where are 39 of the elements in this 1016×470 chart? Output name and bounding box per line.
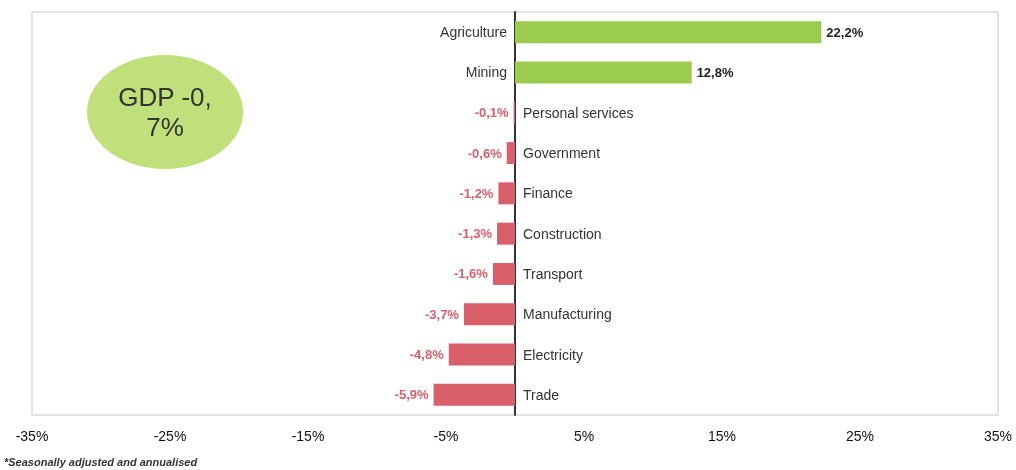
x-tick-label: 35%: [983, 428, 1013, 444]
y-tick-label: Transport: [523, 265, 583, 282]
y-tick-label: Trade: [523, 386, 560, 403]
x-tick-label: 25%: [845, 428, 875, 444]
bar: [515, 21, 822, 44]
data-label: 22,2%: [826, 24, 864, 40]
data-label: -1,2%: [459, 185, 494, 201]
data-label: -4,8%: [409, 347, 445, 363]
y-tick-label: Mining: [465, 64, 507, 81]
x-tick-label: -5%: [433, 428, 459, 444]
bar: [492, 262, 515, 285]
data-label: -3,7%: [424, 306, 460, 322]
x-tick-label: -35%: [15, 428, 49, 444]
bar: [463, 303, 515, 326]
data-label: -0,1%: [474, 105, 510, 121]
y-tick-label: Manufacturing: [523, 306, 612, 323]
y-tick-label: Personal services: [523, 104, 634, 121]
x-tick-label: 5%: [573, 428, 595, 444]
y-tick-label: Government: [523, 145, 601, 162]
data-label: 12,8%: [696, 64, 734, 80]
bar: [515, 61, 692, 84]
y-tick-label: Electricity: [523, 346, 583, 363]
bar: [448, 343, 515, 366]
data-label: -5,9%: [394, 387, 430, 403]
annotation: GDP -0,7%: [118, 82, 212, 142]
bar: [498, 182, 515, 205]
bar: [497, 222, 515, 245]
text: *Seasonally adjusted and annualised: [4, 456, 198, 468]
x-tick-label: 15%: [707, 428, 737, 444]
y-tick-label: Agriculture: [440, 24, 508, 41]
data-label: -1,3%: [458, 226, 493, 242]
x-tick-label: -15%: [291, 428, 325, 444]
bar: [433, 383, 515, 406]
data-label: -0,6%: [467, 145, 503, 161]
x-tick-label: -25%: [153, 428, 187, 444]
data-label: -1,6%: [453, 266, 489, 282]
y-tick-label: Finance: [523, 185, 574, 202]
bar: [506, 142, 515, 165]
y-tick-label: Construction: [523, 225, 602, 242]
